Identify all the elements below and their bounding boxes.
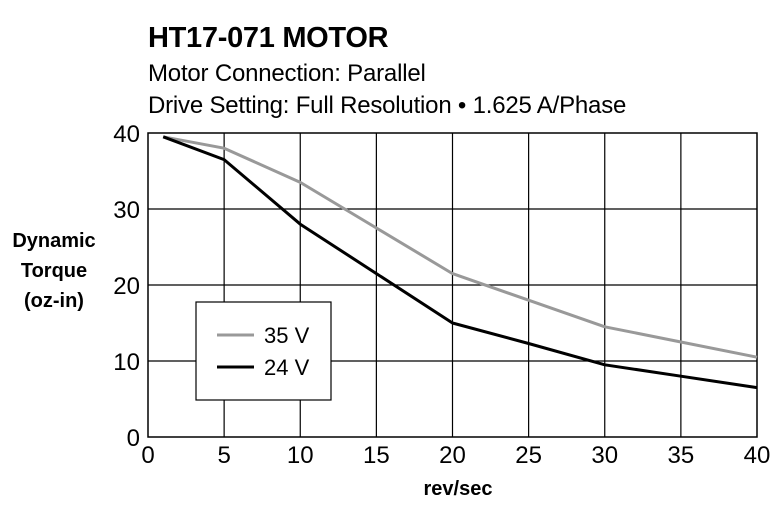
y-tick-label: 30 — [113, 197, 140, 224]
x-tick-label: 10 — [287, 442, 314, 469]
series-line — [162, 135, 758, 390]
legend-label: 35 V — [264, 323, 310, 348]
y-axis-label-line-2: Torque — [20, 260, 88, 282]
series-line — [162, 135, 758, 359]
x-tick-label: 0 — [141, 442, 154, 469]
x-tick-label: 30 — [591, 442, 618, 469]
x-tick-label: 15 — [363, 442, 390, 469]
legend-box — [195, 301, 332, 401]
x-tick-label: 35 — [668, 442, 695, 469]
chart-subtitle-connection: Motor Connection: Parallel — [148, 60, 426, 87]
x-tick-label: 40 — [744, 442, 771, 469]
y-tick-label: 20 — [113, 273, 140, 300]
series-lines — [162, 135, 758, 390]
x-axis-label: rev/sec — [424, 478, 493, 500]
legend: 35 V 24 V — [195, 301, 332, 401]
chart-title: HT17-071 MOTOR — [148, 22, 389, 54]
y-axis-label: Dynamic Torque (oz-in) — [4, 226, 104, 316]
y-axis-label-line-3: (oz-in) — [24, 290, 84, 312]
x-tick-label: 20 — [439, 442, 466, 469]
y-tick-label: 10 — [113, 349, 140, 376]
plot-frame — [147, 132, 758, 438]
x-tick-label: 5 — [217, 442, 230, 469]
y-tick-label: 0 — [127, 425, 140, 452]
y-axis-label-line-1: Dynamic — [12, 230, 96, 252]
legend-label: 24 V — [264, 355, 310, 380]
x-tick-label: 25 — [515, 442, 542, 469]
tick-labels: 0 5 10 15 20 25 30 35 40 0 10 20 30 40 — [113, 121, 770, 469]
chart-subtitle-drive-setting: Drive Setting: Full Resolution • 1.625 A… — [148, 92, 627, 119]
y-tick-label: 40 — [113, 121, 140, 148]
